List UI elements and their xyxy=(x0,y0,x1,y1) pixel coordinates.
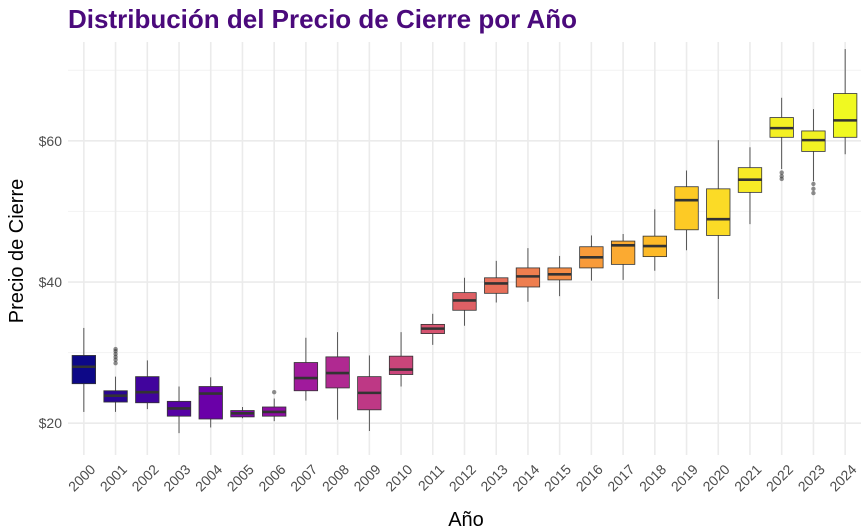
x-tick-label-2021: 2021 xyxy=(731,461,764,494)
x-axis-label: Año xyxy=(448,509,484,531)
x-tick-label-2018: 2018 xyxy=(636,461,669,494)
outlier-point-1 xyxy=(811,186,816,192)
x-tick-label-2016: 2016 xyxy=(573,461,606,494)
box-2019 xyxy=(674,170,699,251)
outlier-point-5 xyxy=(113,346,118,352)
y-axis-label: Precio de Cierre xyxy=(6,179,28,324)
box-2013 xyxy=(484,260,509,303)
box-2020 xyxy=(706,140,731,299)
x-tick-label-2017: 2017 xyxy=(604,461,637,494)
box-2010 xyxy=(388,332,414,387)
box-2009 xyxy=(357,355,382,431)
outlier-point-2 xyxy=(811,181,816,187)
box-body xyxy=(674,186,699,231)
x-tick-label-2023: 2023 xyxy=(795,461,828,494)
x-tick-label-2003: 2003 xyxy=(160,461,193,494)
x-tick-label-2001: 2001 xyxy=(97,461,130,494)
x-tick-label-2012: 2012 xyxy=(446,461,479,494)
boxes xyxy=(71,49,858,434)
box-2022 xyxy=(769,97,794,182)
box-2016 xyxy=(579,235,604,281)
x-tick-label-2020: 2020 xyxy=(699,461,732,494)
x-tick-label-2008: 2008 xyxy=(319,461,352,494)
x-tick-label-2022: 2022 xyxy=(763,461,796,494)
x-tick-label-2002: 2002 xyxy=(128,461,161,494)
outlier-point-0 xyxy=(811,190,816,196)
y-tick-label-2: $60 xyxy=(39,133,63,149)
box-body xyxy=(135,376,160,404)
x-tick-label-2013: 2013 xyxy=(477,461,510,494)
box-body xyxy=(388,355,414,375)
box-2023 xyxy=(801,109,826,196)
box-2018 xyxy=(642,209,667,271)
x-tick-label-2011: 2011 xyxy=(415,461,448,494)
box-body xyxy=(833,93,858,138)
x-tick-label-2024: 2024 xyxy=(826,461,859,494)
x-tick-label-2019: 2019 xyxy=(668,461,701,494)
x-tick-labels: 2000200120022003200420052006200720082009… xyxy=(65,461,860,494)
box-body xyxy=(198,386,223,420)
box-body xyxy=(610,240,636,265)
box-2006 xyxy=(262,389,287,422)
box-2011 xyxy=(420,313,445,345)
outlier-point-2 xyxy=(779,170,784,175)
box-2015 xyxy=(547,255,572,297)
x-tick-label-2009: 2009 xyxy=(350,461,383,494)
outlier-point-0 xyxy=(271,389,277,395)
box-2003 xyxy=(166,386,192,434)
box-2005 xyxy=(230,406,255,419)
box-2017 xyxy=(610,234,636,280)
box-2021 xyxy=(737,147,763,225)
box-body xyxy=(484,277,509,294)
box-2004 xyxy=(198,377,223,428)
outlier-point-1 xyxy=(779,173,784,179)
x-tick-label-2005: 2005 xyxy=(224,461,257,494)
x-tick-label-2007: 2007 xyxy=(287,461,320,494)
x-tick-label-2000: 2000 xyxy=(65,461,98,494)
y-tick-label-0: $20 xyxy=(39,415,63,431)
box-2014 xyxy=(515,248,541,302)
box-2012 xyxy=(452,277,477,326)
chart-title: Distribución del Precio de Cierre por Añ… xyxy=(68,4,578,34)
box-2000 xyxy=(71,327,96,412)
box-2001 xyxy=(103,346,128,412)
box-body xyxy=(706,188,731,236)
box-2007 xyxy=(293,337,319,401)
outlier-point-0 xyxy=(113,361,118,366)
x-tick-label-2004: 2004 xyxy=(192,461,225,494)
grid-lines xyxy=(68,42,861,455)
box-2024 xyxy=(833,49,858,155)
box-body xyxy=(293,362,319,392)
x-tick-label-2014: 2014 xyxy=(509,461,542,494)
y-tick-labels: $20 $40 $60 xyxy=(39,133,63,431)
x-tick-label-2015: 2015 xyxy=(541,461,574,494)
box-2008 xyxy=(325,332,350,420)
y-tick-label-1: $40 xyxy=(39,274,63,290)
x-tick-label-2010: 2010 xyxy=(382,461,415,494)
box-body xyxy=(71,355,96,385)
x-tick-label-2006: 2006 xyxy=(255,461,288,494)
box-2002 xyxy=(135,360,160,410)
